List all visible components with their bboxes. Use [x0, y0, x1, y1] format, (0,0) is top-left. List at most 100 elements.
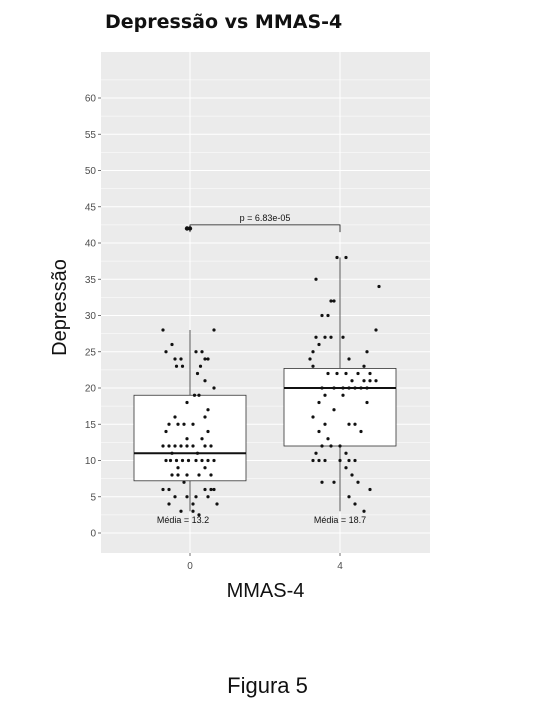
y-tick-label: 50 [85, 166, 97, 177]
data-point [365, 386, 369, 390]
figure-caption: Figura 5 [227, 673, 308, 698]
data-point [164, 458, 168, 463]
data-point [167, 487, 171, 492]
data-point [206, 357, 210, 361]
data-point [365, 350, 369, 354]
data-point [197, 473, 201, 477]
data-point [353, 386, 357, 390]
data-point [203, 379, 207, 383]
data-point [362, 379, 366, 383]
data-point [329, 335, 333, 339]
data-point [326, 313, 330, 318]
data-point [191, 422, 195, 426]
boxes [133, 226, 397, 512]
data-point [311, 350, 315, 354]
significance-bracket [189, 224, 341, 233]
data-point [320, 313, 324, 318]
data-point [350, 379, 354, 383]
data-point [368, 379, 372, 383]
data-point [308, 357, 312, 361]
data-point [368, 487, 372, 492]
data-point [167, 502, 171, 506]
data-point [347, 458, 351, 463]
data-point [179, 509, 183, 513]
data-point [203, 357, 207, 361]
data-point [206, 458, 210, 463]
data-point [192, 393, 197, 397]
data-point [185, 437, 189, 441]
data-point [338, 458, 342, 463]
data-point [164, 350, 168, 354]
data-point [332, 299, 336, 303]
data-point [341, 335, 345, 339]
data-point [356, 480, 360, 484]
data-point [335, 371, 339, 376]
data-point [170, 451, 174, 455]
data-point [174, 364, 179, 368]
data-point [200, 350, 204, 354]
box-iqr [133, 394, 247, 482]
gridlines [101, 52, 430, 553]
y-tick-label: 40 [85, 239, 97, 250]
data-point [359, 386, 363, 390]
data-point [212, 487, 216, 492]
data-point [338, 444, 342, 448]
data-point [180, 364, 185, 368]
data-point [176, 466, 180, 470]
data-point [374, 379, 378, 383]
data-point [203, 487, 207, 492]
data-point [168, 458, 173, 463]
data-point [335, 255, 339, 260]
data-point [176, 422, 180, 426]
data-point [194, 350, 198, 354]
data-point [200, 458, 204, 463]
data-point [314, 277, 318, 281]
data-point [203, 444, 207, 448]
data-point [191, 502, 195, 506]
data-point [347, 357, 351, 361]
y-tick-label: 15 [85, 420, 97, 431]
data-point [329, 299, 333, 303]
data-point [359, 429, 363, 434]
data-point [365, 400, 369, 405]
data-point [317, 458, 321, 463]
data-point [195, 451, 200, 455]
data-point [326, 371, 330, 376]
data-point [179, 444, 183, 448]
box-iqr [283, 368, 397, 447]
data-point [344, 371, 348, 376]
y-tick-label: 25 [85, 347, 97, 358]
data-point [206, 429, 210, 434]
y-tick-label: 55 [85, 130, 97, 141]
data-point [174, 458, 179, 463]
data-point [194, 458, 198, 463]
data-point [209, 473, 213, 477]
data-point [186, 458, 191, 463]
x-tick-label: 4 [337, 561, 343, 572]
data-point [203, 466, 207, 470]
data-point [311, 415, 315, 419]
data-point [341, 393, 345, 397]
data-point [185, 495, 189, 499]
data-point [362, 509, 366, 513]
data-point [185, 400, 189, 405]
data-point [323, 393, 327, 397]
data-point [323, 335, 327, 339]
data-point [170, 342, 174, 347]
data-point [350, 473, 354, 477]
data-point [374, 328, 378, 332]
data-point [167, 444, 171, 448]
mean-label-0: Média = 13.2 [157, 515, 209, 525]
data-point [212, 328, 216, 332]
p-value-label: p = 6.83e-05 [240, 213, 291, 223]
data-point [341, 386, 345, 390]
data-point [320, 480, 324, 484]
data-point [185, 473, 189, 477]
data-point [317, 400, 321, 405]
data-point [332, 386, 336, 390]
data-point [347, 422, 351, 426]
data-point [356, 371, 360, 376]
data-points [161, 255, 381, 517]
data-point [182, 422, 186, 426]
data-point [180, 458, 185, 463]
